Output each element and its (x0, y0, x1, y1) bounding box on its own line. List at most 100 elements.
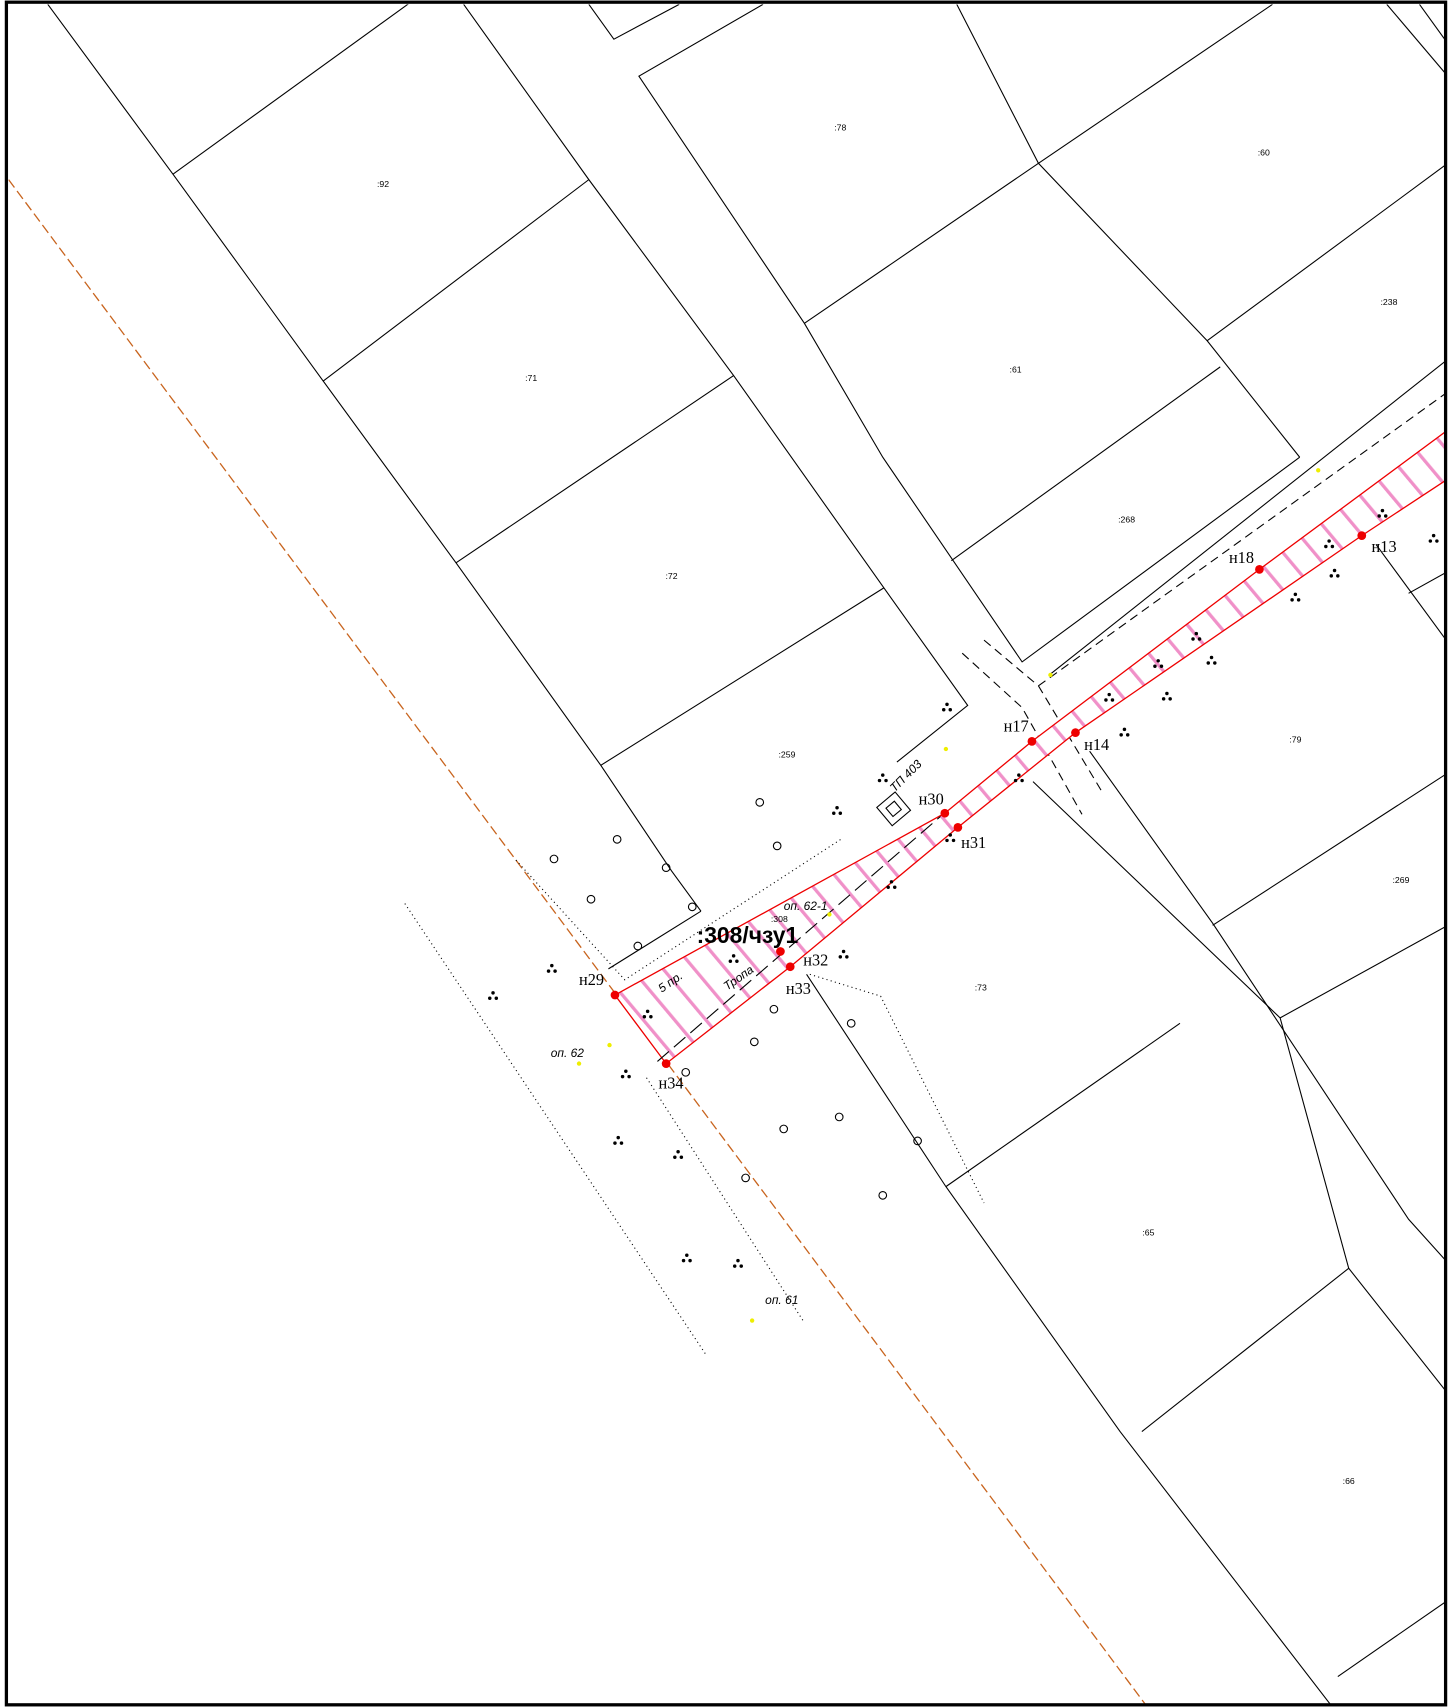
shrub-symbol (1153, 664, 1157, 668)
shrub-symbol (1383, 514, 1388, 518)
shrub-symbol (948, 833, 953, 837)
pole-symbol (749, 1318, 755, 1323)
tree-symbol (741, 1173, 750, 1183)
parcel-label: :268 (1118, 515, 1135, 525)
annotation: оп. 61 (765, 1293, 798, 1307)
shrub-symbol (835, 806, 839, 810)
point-label: н34 (659, 1074, 684, 1093)
survey-point (1071, 728, 1080, 738)
shrub-symbol (491, 991, 495, 995)
shrub-symbol (889, 880, 894, 884)
parcel-label: :78 (834, 123, 846, 133)
shrub-symbol (886, 885, 890, 889)
shrub-symbol (1209, 655, 1214, 660)
pole-symbol (1316, 468, 1321, 473)
tree-symbol (779, 1124, 789, 1134)
shrub-symbol (948, 708, 953, 712)
shrub-symbol (681, 1258, 686, 1263)
shrub-symbol (845, 955, 849, 959)
shrub-symbol (1296, 598, 1301, 602)
pole-symbol (1048, 672, 1053, 678)
shrub-symbol (731, 954, 736, 958)
parcel-label: :238 (1381, 297, 1398, 307)
shrub-symbol (728, 959, 733, 964)
shrub-symbol (546, 969, 551, 973)
tree-symbol (586, 894, 596, 904)
shrub-symbol (892, 885, 897, 889)
survey-point (776, 947, 785, 956)
shrub-symbol (1013, 778, 1018, 783)
parcel-label: :65 (1142, 1228, 1154, 1238)
shrub-symbol (1119, 733, 1123, 737)
shrub-symbol (1156, 659, 1160, 663)
shrub-symbol (1431, 533, 1436, 538)
zone-area (613, 430, 1446, 1065)
point-label: н29 (579, 970, 604, 989)
parcel-label: :308 (771, 914, 788, 924)
shrub-symbol (1329, 574, 1334, 578)
shrub-symbol (1159, 664, 1164, 668)
shrub-symbol (627, 1074, 631, 1079)
parcel-line (47, 4, 702, 912)
point-label: н17 (1004, 717, 1029, 736)
shrub-symbol (951, 838, 956, 843)
parcel-label: :259 (779, 750, 796, 760)
shrub-symbol (642, 1015, 647, 1019)
shrub-symbol (1206, 661, 1211, 665)
tree-symbol (633, 941, 643, 951)
shrub-symbol (945, 702, 949, 707)
shrub-symbol (1168, 697, 1172, 701)
pole-symbol (827, 912, 832, 917)
shrub-symbol (685, 1253, 689, 1257)
shrub-symbol (945, 838, 949, 843)
shrub-symbol (1110, 698, 1115, 702)
linework (8, 4, 1446, 1705)
shrub-symbol (1332, 568, 1337, 573)
shrub-symbol (553, 969, 557, 973)
point-label: н13 (1372, 537, 1397, 556)
tree-symbol (687, 902, 697, 912)
boundary-line (8, 179, 1147, 1705)
shrub-symbol (739, 1264, 743, 1268)
shrub-symbol (1104, 698, 1108, 702)
shrub-symbol (1165, 691, 1169, 696)
survey-point (610, 990, 620, 1000)
parcel-label: :72 (666, 571, 678, 581)
shrub-symbol (1380, 508, 1385, 513)
shrub-symbol (838, 955, 843, 959)
survey-point (1357, 531, 1367, 540)
shrub-symbol (881, 773, 885, 777)
shrub-symbol (941, 708, 946, 712)
point-label: н32 (803, 951, 828, 970)
tree-symbol (913, 1136, 922, 1146)
parcel-label: :71 (525, 373, 537, 383)
shrub-symbol (732, 1264, 737, 1268)
parcel-label: :269 (1393, 875, 1410, 885)
shrub-symbol (1017, 773, 1021, 777)
shrub-symbol (735, 959, 739, 964)
shrub-symbol (676, 1150, 680, 1154)
symbols (488, 468, 1439, 1323)
shrub-symbol (877, 778, 882, 783)
tree-symbol (612, 834, 622, 844)
parcel-label: :60 (1258, 148, 1270, 158)
annotation: оп. 62-1 (784, 899, 828, 913)
point-label: н30 (919, 790, 944, 809)
shrub-symbol (494, 996, 499, 1001)
point-label: н31 (961, 833, 986, 852)
parcel-line (463, 4, 969, 763)
survey-point (953, 823, 963, 832)
shrub-symbol (1191, 637, 1195, 641)
labels: :92:78:60:71:61:238:72:268:259:79:269:73… (377, 123, 1410, 1486)
tree-symbol (681, 1067, 691, 1077)
shrub-symbol (1213, 661, 1217, 665)
survey-point (1255, 565, 1264, 574)
shrub-symbol (1330, 544, 1335, 549)
pole-symbol (607, 1042, 612, 1048)
shrub-symbol (1435, 539, 1439, 543)
parcel-label: :79 (1289, 734, 1301, 744)
shrub-symbol (550, 963, 554, 968)
shrub-symbol (884, 778, 888, 783)
shrub-symbol (624, 1069, 628, 1073)
